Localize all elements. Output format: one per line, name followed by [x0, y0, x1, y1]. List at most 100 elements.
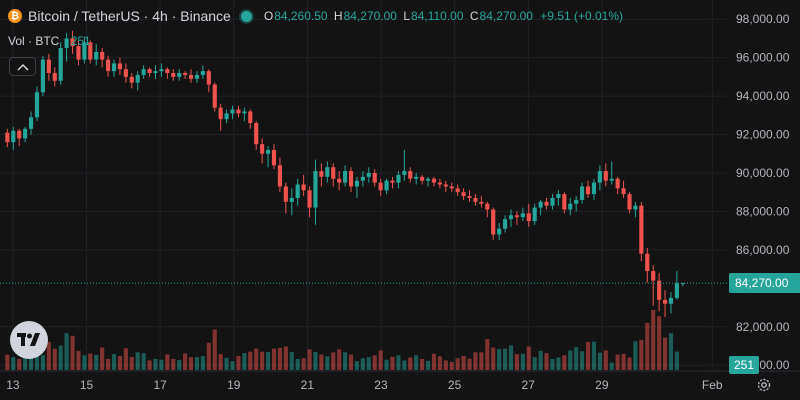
candle-body — [402, 171, 407, 175]
market-open-icon — [240, 10, 252, 22]
candle-body — [337, 178, 342, 183]
volume-bar — [497, 349, 502, 370]
tradingview-logo-icon[interactable] — [10, 321, 48, 359]
volume-bar — [52, 348, 57, 370]
candle-body — [420, 176, 425, 181]
high-key: H — [333, 9, 343, 23]
volume-bar — [627, 357, 632, 370]
volume-bar — [461, 356, 466, 370]
candle-body — [591, 182, 597, 195]
volume-bar — [277, 347, 282, 370]
candle-body — [147, 69, 152, 74]
volume-bar — [307, 349, 312, 370]
volume-bar — [117, 356, 123, 370]
volume-bar — [467, 358, 472, 370]
candle-body — [360, 176, 365, 181]
volume-legend[interactable]: Vol · BTC 251 — [8, 34, 91, 48]
volume-bar — [11, 357, 16, 370]
volume-bar — [437, 356, 442, 370]
volume-bar — [443, 360, 448, 370]
open-key: O — [263, 9, 274, 23]
volume-bar — [159, 359, 164, 370]
volume-bar — [384, 359, 389, 370]
candle-body — [479, 201, 484, 204]
volume-bar — [17, 358, 22, 370]
volume-bar — [236, 356, 241, 370]
volume-bar — [64, 333, 69, 370]
current-volume-label: 251 — [729, 356, 759, 375]
volume-legend-label: Vol · BTC — [8, 34, 60, 48]
candle-body — [177, 73, 182, 77]
volume-bar — [354, 361, 360, 370]
volume-bar — [88, 353, 93, 370]
volume-bar — [58, 345, 63, 370]
volume-bar — [313, 351, 318, 370]
high-value: 84,270.00 — [343, 9, 397, 23]
time-axis[interactable]: 13 15 17 19 21 23 25 27 29 Feb — [0, 370, 800, 392]
candle-body — [372, 172, 377, 183]
volume-bar — [183, 353, 188, 370]
symbol-title[interactable]: Bitcoin / TetherUS · 4h · Binance — [28, 8, 231, 24]
bitcoin-icon: ₿ — [8, 9, 22, 23]
volume-bar — [550, 358, 555, 370]
price-candles — [5, 30, 685, 318]
price-axis[interactable]: 98,000.00 96,000.00 94,000.00 92,000.00 90,0… — [736, 12, 790, 372]
volume-bar — [135, 352, 140, 370]
collapse-legend-button[interactable] — [9, 57, 36, 76]
volume-bar — [662, 337, 668, 370]
volume-bar — [218, 354, 223, 370]
volume-bar — [520, 353, 525, 370]
volume-bar — [242, 353, 247, 370]
candle-body — [135, 74, 140, 83]
candle-body — [680, 283, 685, 285]
candle-body — [64, 38, 69, 49]
candle-body — [514, 215, 519, 218]
volume-bar — [449, 361, 454, 370]
volume-bar — [212, 329, 217, 370]
candle-body — [384, 180, 389, 191]
volume-bar — [200, 356, 205, 370]
volume-bar — [621, 353, 626, 370]
candle-body — [319, 171, 324, 177]
candle-body — [520, 213, 525, 218]
gear-icon[interactable] — [756, 377, 772, 393]
candle-body — [194, 74, 200, 79]
time-tick-label: Feb — [702, 378, 723, 392]
volume-bar — [502, 348, 508, 370]
volume-bar — [455, 358, 460, 370]
current-price-label: 84,270.00 — [729, 273, 800, 294]
volume-bar — [562, 355, 567, 370]
candle-body — [627, 194, 632, 210]
candle-body — [212, 84, 217, 108]
low-value: 84,110.00 — [411, 9, 464, 23]
volume-bar — [591, 341, 597, 370]
candle-body — [425, 178, 431, 181]
volume-bar — [106, 358, 111, 370]
candle-body — [461, 192, 466, 197]
volume-bar — [331, 352, 336, 370]
candle-body — [467, 196, 472, 198]
candle-body — [603, 171, 608, 181]
candle-body — [502, 219, 508, 229]
candle-body — [289, 197, 294, 202]
volume-bar — [295, 358, 300, 370]
time-tick-label: 27 — [522, 378, 536, 392]
candle-body — [325, 167, 330, 177]
candle-body — [585, 186, 591, 195]
volume-bar — [325, 356, 330, 370]
symbol-legend[interactable]: ₿ Bitcoin / TetherUS · 4h · Binance O 84,… — [8, 8, 626, 24]
volume-bar — [254, 348, 259, 370]
volume-bar — [188, 357, 194, 370]
close-value: 84,270.00 — [479, 9, 533, 23]
candle-body — [674, 283, 679, 298]
candle-body — [390, 180, 395, 183]
volume-bar — [153, 358, 158, 370]
volume-bar — [574, 347, 579, 370]
candle-body — [100, 51, 105, 60]
volume-bar — [271, 348, 277, 370]
volume-bar — [319, 354, 324, 370]
candle-body — [526, 213, 531, 222]
volume-bar — [100, 347, 105, 370]
volume-bar — [657, 316, 662, 370]
